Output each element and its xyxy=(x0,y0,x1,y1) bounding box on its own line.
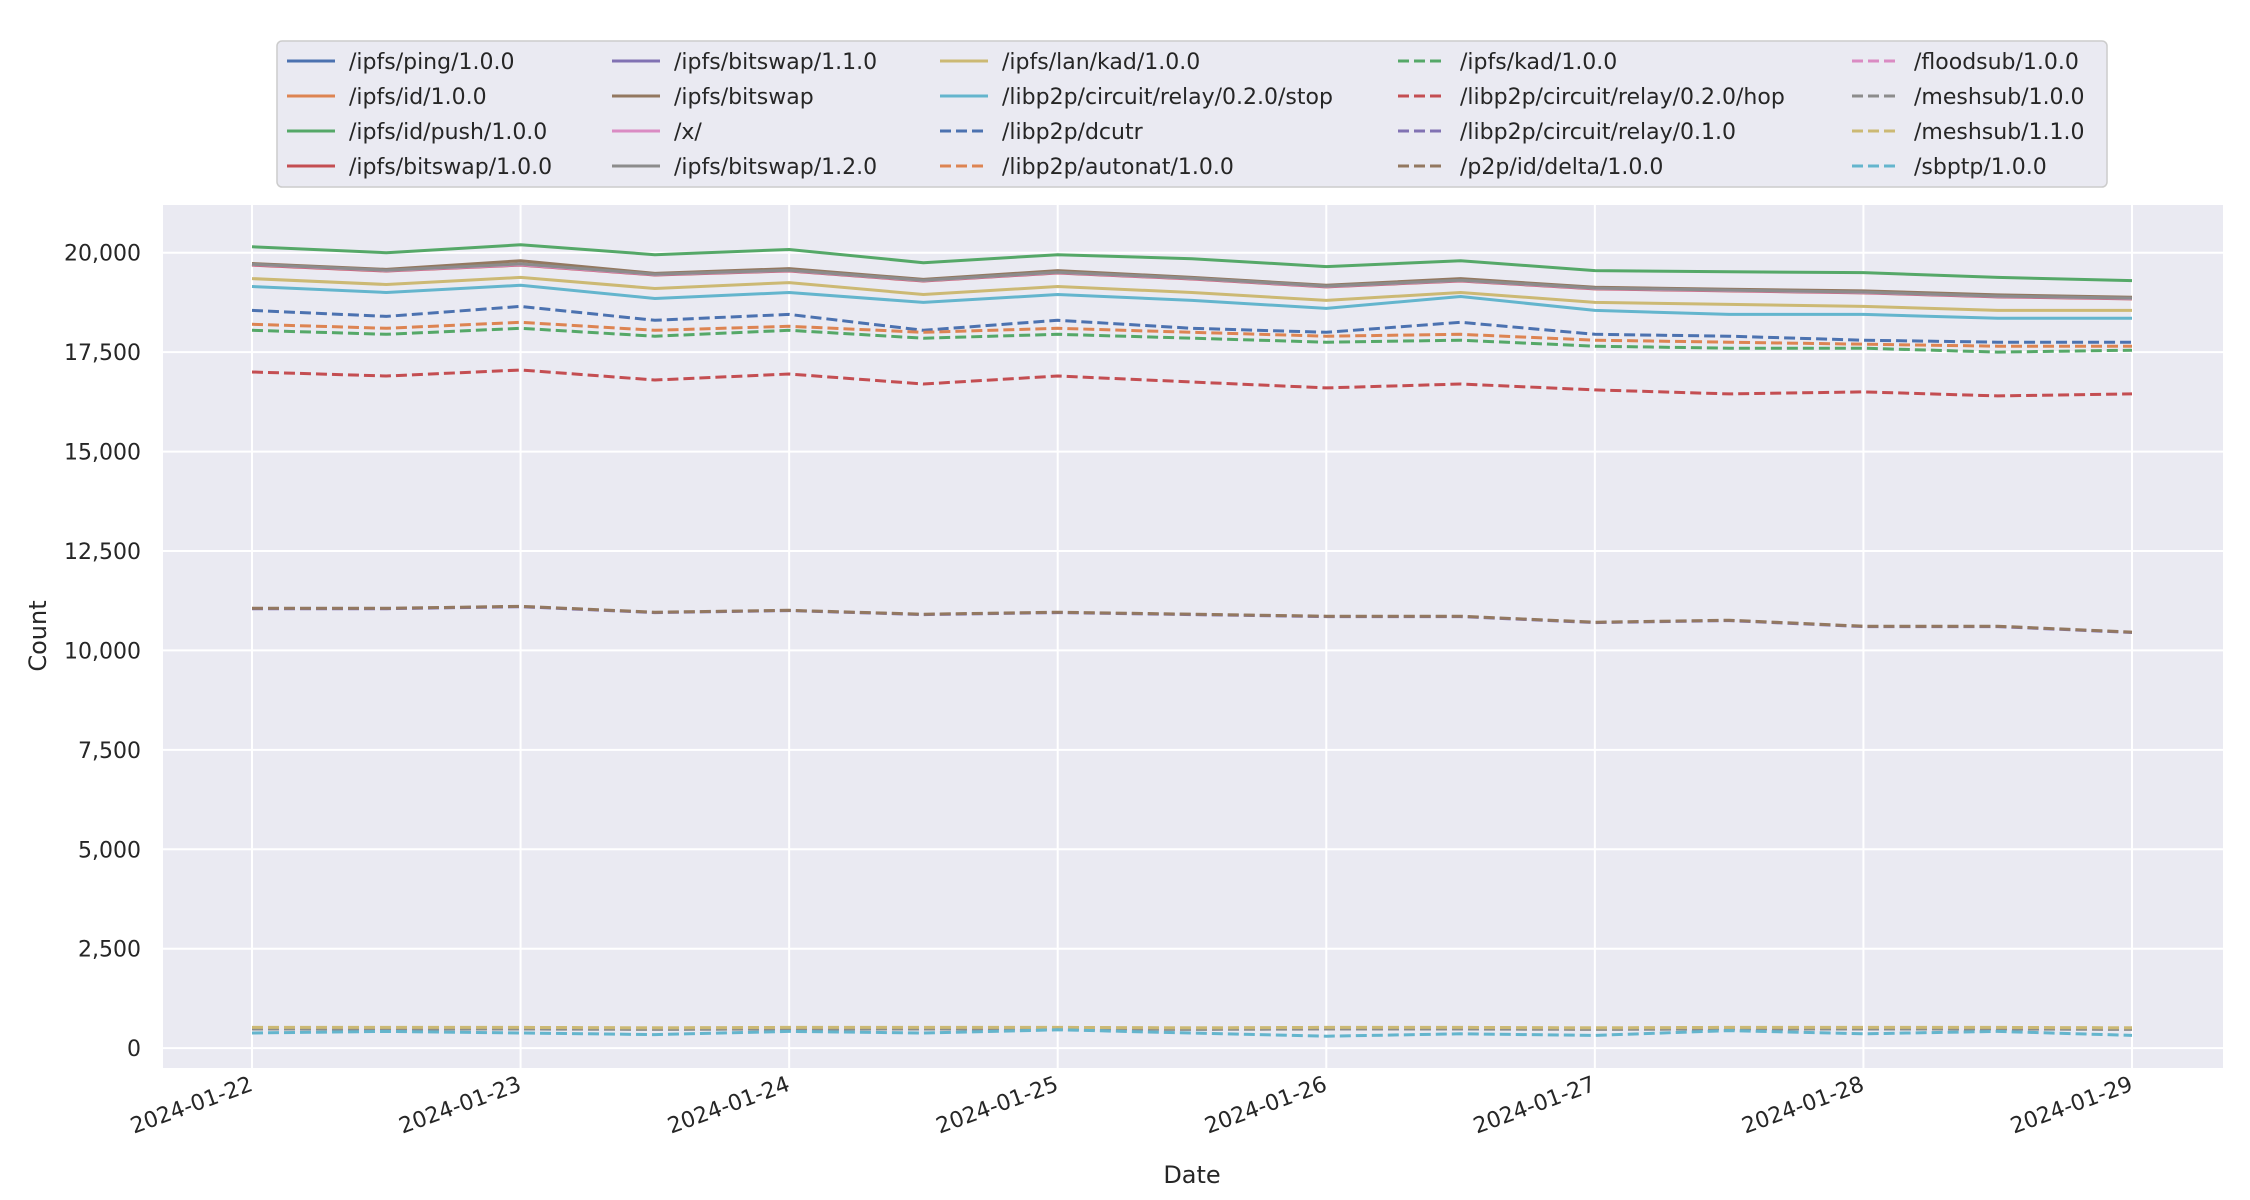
y-tick-label: 12,500 xyxy=(64,540,141,565)
series-line xyxy=(251,1028,2133,1038)
legend-label: /sbptp/1.0.0 xyxy=(1914,155,2047,180)
series-line xyxy=(252,604,2133,634)
legend-label: /ipfs/kad/1.0.0 xyxy=(1460,50,1617,75)
legend-box xyxy=(276,40,2108,188)
y-tick-label: 0 xyxy=(127,1037,141,1062)
legend-label: /ipfs/bitswap/1.1.0 xyxy=(674,50,877,75)
y-tick-label: 20,000 xyxy=(64,242,141,267)
legend-label: /ipfs/bitswap/1.0.0 xyxy=(349,155,552,180)
legend-label: /x/ xyxy=(674,120,702,145)
y-tick-label: 5,000 xyxy=(78,838,141,863)
legend: /ipfs/ping/1.0.0/ipfs/id/1.0.0/ipfs/id/p… xyxy=(276,40,2108,188)
y-tick-label: 10,000 xyxy=(64,639,141,664)
legend-label: /meshsub/1.0.0 xyxy=(1914,85,2085,110)
legend-label: /meshsub/1.1.0 xyxy=(1914,120,2085,145)
y-axis-title: Count xyxy=(24,600,52,671)
legend-label: /ipfs/id/push/1.0.0 xyxy=(349,120,547,145)
x-tick-label: 2024-01-29 xyxy=(2007,1072,2136,1139)
x-tick-label: 2024-01-26 xyxy=(1202,1072,1331,1139)
series-line xyxy=(251,275,2132,312)
series-line xyxy=(251,326,2133,354)
legend-label: /ipfs/bitswap/1.2.0 xyxy=(674,155,877,180)
grid-lines xyxy=(163,205,2223,1068)
legend-label: /libp2p/circuit/relay/0.1.0 xyxy=(1460,120,1736,145)
series-line xyxy=(251,262,2133,300)
y-tick-label: 7,500 xyxy=(78,739,141,764)
legend-label: /ipfs/lan/kad/1.0.0 xyxy=(1002,50,1200,75)
series-line xyxy=(251,368,2133,398)
x-tick-label: 2024-01-27 xyxy=(1470,1072,1599,1139)
legend-label: /ipfs/ping/1.0.0 xyxy=(349,50,514,75)
x-tick-label: 2024-01-22 xyxy=(127,1072,256,1139)
legend-label: /libp2p/circuit/relay/0.2.0/stop xyxy=(1002,85,1333,110)
legend-label: /p2p/id/delta/1.0.0 xyxy=(1460,155,1663,180)
legend-label: /ipfs/id/1.0.0 xyxy=(349,85,487,110)
legend-label: /floodsub/1.0.0 xyxy=(1914,50,2079,75)
y-tick-label: 2,500 xyxy=(78,938,141,963)
legend-label: /libp2p/circuit/relay/0.2.0/hop xyxy=(1460,85,1785,110)
y-tick-labels: 0 2,500 5,000 7,500 10,000 12,500 15,000 17,500… xyxy=(64,242,141,1062)
series-line xyxy=(251,283,2132,320)
x-tick-label: 2024-01-25 xyxy=(933,1072,1062,1139)
x-tick-label: 2024-01-23 xyxy=(396,1072,525,1139)
y-tick-label: 15,000 xyxy=(64,441,141,466)
x-tick-labels: 2024-01-22 2024-01-23 2024-01-24 2024-01-25… xyxy=(127,1072,2136,1139)
x-tick-label: 2024-01-28 xyxy=(1739,1072,1868,1139)
plot-area-background xyxy=(163,205,2223,1068)
series-line xyxy=(251,320,2132,348)
legend-label: /libp2p/dcutr xyxy=(1002,120,1144,145)
y-tick-label: 17,500 xyxy=(64,341,141,366)
x-tick-label: 2024-01-24 xyxy=(664,1072,793,1139)
series-line xyxy=(251,304,2132,344)
legend-label: /libp2p/autonat/1.0.0 xyxy=(1002,155,1234,180)
series-line xyxy=(251,243,2133,283)
legend-label: /ipfs/bitswap xyxy=(674,85,814,110)
x-axis-title: Date xyxy=(1163,1161,1220,1189)
series-lines xyxy=(251,243,2133,1038)
